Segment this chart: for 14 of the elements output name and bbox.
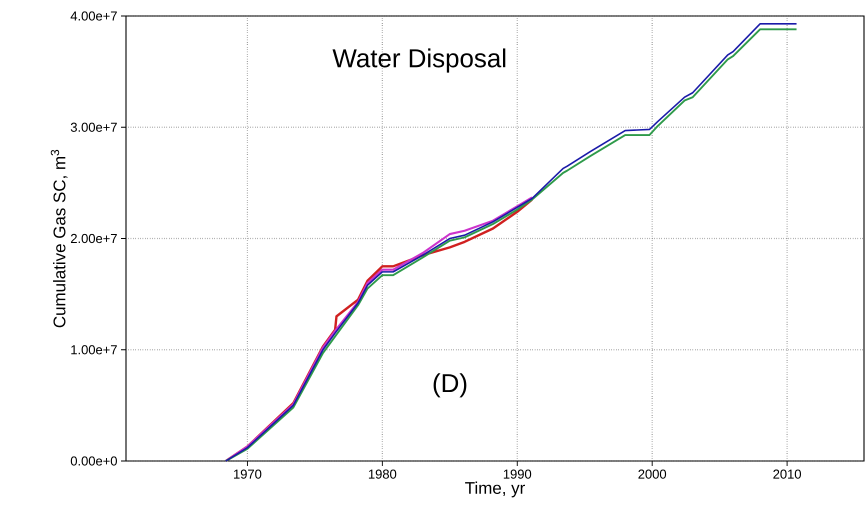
x-tick-label: 2010 (773, 470, 801, 479)
x-tick-label: 1970 (234, 470, 262, 479)
y-tick-label: 4.00e+7 (70, 11, 117, 21)
y-tick-label: 0.00e+0 (70, 456, 117, 466)
x-axis-title: Time, yr (465, 482, 525, 498)
y-axis-title: Cumulative Gas SC, m$^{3}$ (50, 150, 68, 328)
annotation: (D) (434, 373, 466, 398)
y-tick-label: 1.00e+7 (71, 345, 117, 354)
y-tick-label: 3.00e+7 (70, 122, 117, 132)
x-tick-label: 2000 (638, 470, 666, 479)
text: Water Disposal (332, 48, 506, 73)
x-tick-label: 1980 (368, 470, 396, 479)
x-tick-label: 1990 (504, 470, 532, 479)
y-tick-label: 2.00e+7 (70, 234, 117, 244)
